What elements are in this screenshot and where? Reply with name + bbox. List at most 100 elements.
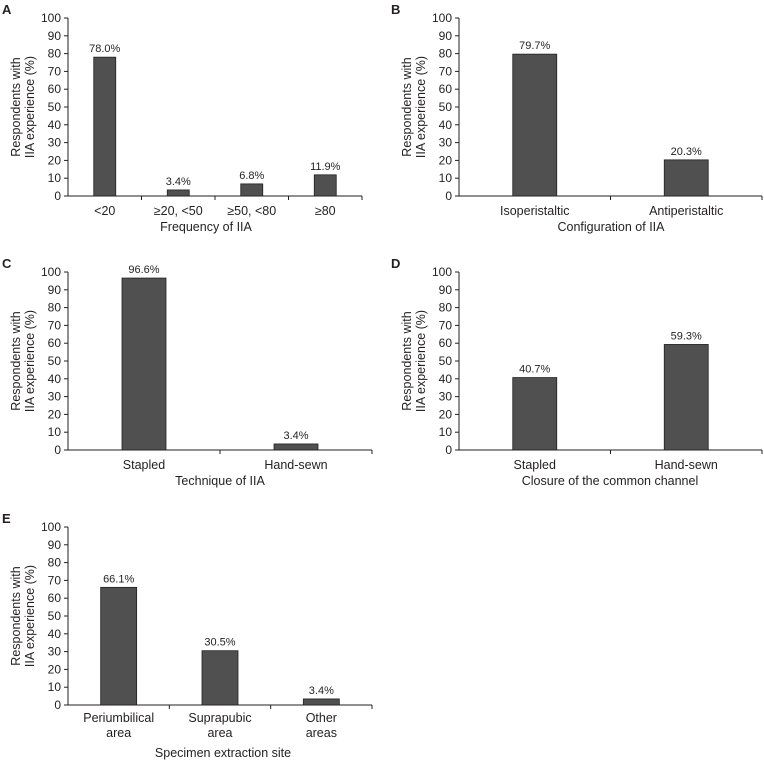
panel-b-y-tick-label: 40 <box>439 118 453 132</box>
panel-e-category-label-line: Other <box>306 711 337 725</box>
panel-a-y-tick-label: 80 <box>48 47 62 61</box>
panel-e-y-tick-label: 40 <box>48 627 62 641</box>
panel-d: D 0 10 20 30 40 50 60 70 80 90 100 Respondents withI… <box>391 256 763 488</box>
panel-a-category-label-0: <20 <box>94 204 115 218</box>
panel-b-y-tick-label: 80 <box>439 47 453 61</box>
panel-d-category-label-0: Stapled <box>514 458 556 472</box>
panel-b-y-tick-label: 10 <box>439 171 453 185</box>
panel-c-y-tick-label: 90 <box>48 283 62 297</box>
panel-b-y-tick-label: 50 <box>439 100 453 114</box>
panel-a-y-tick-label: 70 <box>48 64 62 78</box>
panel-b-x-axis-title: Configuration of IIA <box>557 220 665 234</box>
panel-c-y-tick-label: 50 <box>48 354 62 368</box>
panel-a-value-label-2: 6.8% <box>239 170 264 182</box>
panel-d-y-tick-label: 100 <box>432 265 452 279</box>
panel-e-bar-0 <box>100 586 138 706</box>
panel-b-bar-1 <box>663 159 709 197</box>
panel-a-bar-3 <box>313 174 337 197</box>
panel-a-y-tick-label: 40 <box>48 118 62 132</box>
panel-d-bar-1 <box>663 344 709 451</box>
panel-d-x-axis-title: Closure of the common channel <box>522 474 698 488</box>
panel-d-y-tick-label: 40 <box>439 372 453 386</box>
panel-e-category-label-line: area <box>207 726 232 740</box>
panel-c-letter: C <box>2 256 12 271</box>
panel-e-y-tick-label: 60 <box>48 591 62 605</box>
panel-e-bar-1 <box>201 650 239 706</box>
panel-a-category-label-1: ≥20, <50 <box>154 204 203 218</box>
panel-e-y-tick-label: 50 <box>48 609 62 623</box>
panel-a-value-label-0: 78.0% <box>89 43 120 55</box>
panel-d-letter: D <box>391 256 400 271</box>
panel-a-y-axis-title-line: IIA experience (%) <box>23 56 37 158</box>
panel-a-letter: A <box>2 2 12 17</box>
panel-a-value-label-1: 3.4% <box>166 176 191 188</box>
panel-d-y-tick-label: 20 <box>439 407 453 421</box>
panel-a-y-axis-title-line: Respondents with <box>9 57 23 156</box>
panel-c-category-label-line: Hand-sewn <box>264 458 327 472</box>
panel-c-value-label-0: 96.6% <box>128 264 159 276</box>
panel-e-value-label-2: 3.4% <box>309 685 334 697</box>
panel-a-y-tick-label: 100 <box>41 11 61 25</box>
panel-a-y-tick-label: 20 <box>48 153 62 167</box>
panel-e-y-tick-label: 0 <box>54 698 61 712</box>
panel-e-y-tick-label: 70 <box>48 573 62 587</box>
panel-d-y-tick-label: 70 <box>439 318 453 332</box>
panel-c-value-label-1: 3.4% <box>283 430 308 442</box>
panel-e-y-tick-label: 30 <box>48 645 62 659</box>
panel-b-y-tick-label: 30 <box>439 136 453 150</box>
panel-e: E 0 10 20 30 40 50 60 70 80 90 100 Respondents withI… <box>2 511 373 760</box>
panel-d-value-label-0: 40.7% <box>519 364 550 376</box>
panel-a-value-label-3: 11.9% <box>310 161 341 173</box>
panel-c-y-tick-label: 40 <box>48 372 62 386</box>
panel-b-letter: B <box>391 2 400 17</box>
panel-d-y-tick-label: 0 <box>445 443 452 457</box>
panel-a-y-tick-label: 90 <box>48 29 62 43</box>
panel-b-y-tick-label: 70 <box>439 64 453 78</box>
panel-b-category-label-line: Antiperistaltic <box>649 204 723 218</box>
panel-d-y-axis-title: Respondents withIIA experience (%) <box>400 310 428 412</box>
panel-e-y-axis-title: Respondents withIIA experience (%) <box>9 565 37 667</box>
panel-c-bar-0 <box>121 277 167 451</box>
panel-b-y-tick-label: 90 <box>439 29 453 43</box>
panel-b-category-label-line: Isoperistaltic <box>500 204 569 218</box>
panel-a-category-label-2: ≥50, <80 <box>227 204 276 218</box>
panel-d-y-axis-title-line: IIA experience (%) <box>414 310 428 412</box>
panel-d-category-label-1: Hand-sewn <box>655 458 718 472</box>
panel-e-value-label-0: 66.1% <box>103 573 134 585</box>
panel-c: C 0 10 20 30 40 50 60 70 80 90 100 Respondents withI… <box>2 256 373 488</box>
panel-e-y-tick-label: 10 <box>48 680 62 694</box>
panel-d-y-axis-title-line: Respondents with <box>400 311 414 410</box>
panel-a-y-tick-label: 0 <box>54 189 61 203</box>
panel-a-category-label-3: ≥80 <box>315 204 336 218</box>
panel-a-y-tick-label: 10 <box>48 171 62 185</box>
panel-b-value-label-0: 79.7% <box>519 40 550 52</box>
panel-e-y-tick-label: 20 <box>48 662 62 676</box>
panel-d-value-label-1: 59.3% <box>671 330 702 342</box>
panel-b-category-label-0: Isoperistaltic <box>500 204 569 218</box>
panel-c-y-tick-label: 70 <box>48 318 62 332</box>
panel-a-y-axis-title: Respondents withIIA experience (%) <box>9 56 37 158</box>
panel-a-bar-2 <box>240 183 264 197</box>
panel-b-y-tick-label: 60 <box>439 82 453 96</box>
panel-a-category-label-line: ≥20, <50 <box>154 204 203 218</box>
panel-c-category-label-0: Stapled <box>123 458 165 472</box>
panel-a-y-tick-label: 60 <box>48 82 62 96</box>
panel-b-y-tick-label: 0 <box>445 189 452 203</box>
panel-e-x-axis-title: Specimen extraction site <box>155 746 291 760</box>
panel-c-y-tick-label: 20 <box>48 407 62 421</box>
panel-e-category-label-1: Suprapubic area <box>188 711 251 740</box>
panel-c-y-axis-title: Respondents withIIA experience (%) <box>9 310 37 412</box>
panel-a-y-tick-label: 30 <box>48 136 62 150</box>
panel-c-x-axis-title: Technique of IIA <box>175 474 265 488</box>
panel-d-y-tick-label: 60 <box>439 336 453 350</box>
panel-c-y-tick-label: 60 <box>48 336 62 350</box>
panel-b-y-axis-title-line: IIA experience (%) <box>414 56 428 158</box>
panel-c-category-label-1: Hand-sewn <box>264 458 327 472</box>
panel-c-y-tick-label: 10 <box>48 425 62 439</box>
panel-d-bar-0 <box>512 377 558 451</box>
panel-b-category-label-1: Antiperistaltic <box>649 204 723 218</box>
panel-e-y-tick-label: 80 <box>48 556 62 570</box>
panel-c-y-tick-label: 80 <box>48 301 62 315</box>
panel-c-bar-1 <box>273 443 319 451</box>
